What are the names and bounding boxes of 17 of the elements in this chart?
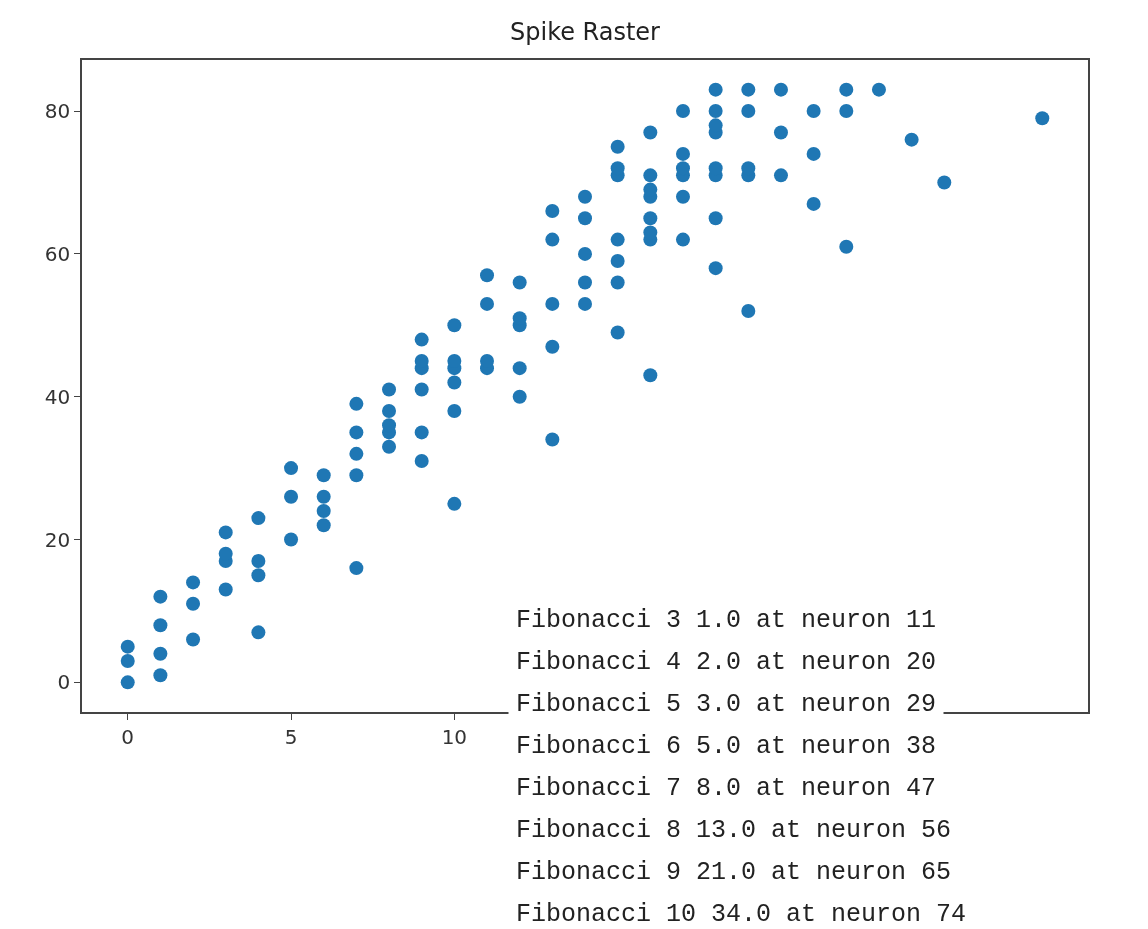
y-tick-label: 80: [44, 99, 71, 124]
annotation: Fibonacci 4 2.0 at neuron 20: [516, 648, 937, 677]
text: Fibonacci 10 34.0 at neuron 74: [516, 900, 967, 929]
text: Fibonacci 7 8.0 at neuron 47: [516, 774, 937, 803]
x-tick-label: 10: [441, 724, 468, 749]
x-tick-label: 5: [284, 724, 298, 749]
text: Fibonacci 8 13.0 at neuron 56: [516, 816, 952, 845]
annotation: Fibonacci 3 1.0 at neuron 11: [516, 606, 937, 635]
x-tick-label: 0: [121, 724, 135, 749]
y-tick-label: 40: [44, 384, 71, 409]
chart-title: Spike Raster: [510, 18, 661, 47]
annotation: Fibonacci 5 3.0 at neuron 29: [516, 690, 937, 719]
text: Fibonacci 6 5.0 at neuron 38: [516, 732, 937, 761]
y-tick-label: 60: [44, 241, 71, 266]
y-tick-label: 20: [44, 527, 71, 552]
text: Fibonacci 9 21.0 at neuron 65: [516, 858, 952, 887]
y-tick-label: 0: [57, 670, 71, 695]
